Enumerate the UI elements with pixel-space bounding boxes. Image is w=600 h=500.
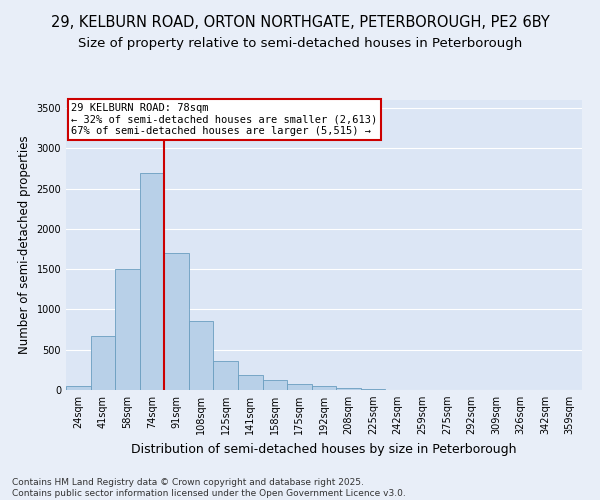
Bar [238,374,263,390]
Bar [66,386,91,390]
Bar [361,389,385,390]
Y-axis label: Number of semi-detached properties: Number of semi-detached properties [18,136,31,354]
Text: 29, KELBURN ROAD, ORTON NORTHGATE, PETERBOROUGH, PE2 6BY: 29, KELBURN ROAD, ORTON NORTHGATE, PETER… [50,15,550,30]
Bar [164,253,189,390]
Bar [115,269,140,390]
Bar [287,384,312,390]
X-axis label: Distribution of semi-detached houses by size in Peterborough: Distribution of semi-detached houses by … [131,442,517,456]
Bar [336,388,361,390]
Text: Size of property relative to semi-detached houses in Peterborough: Size of property relative to semi-detach… [78,38,522,51]
Text: Contains HM Land Registry data © Crown copyright and database right 2025.
Contai: Contains HM Land Registry data © Crown c… [12,478,406,498]
Bar [312,386,336,390]
Bar [263,380,287,390]
Text: 29 KELBURN ROAD: 78sqm
← 32% of semi-detached houses are smaller (2,613)
67% of : 29 KELBURN ROAD: 78sqm ← 32% of semi-det… [71,103,377,136]
Bar [189,320,214,390]
Bar [214,361,238,390]
Bar [91,336,115,390]
Bar [140,172,164,390]
